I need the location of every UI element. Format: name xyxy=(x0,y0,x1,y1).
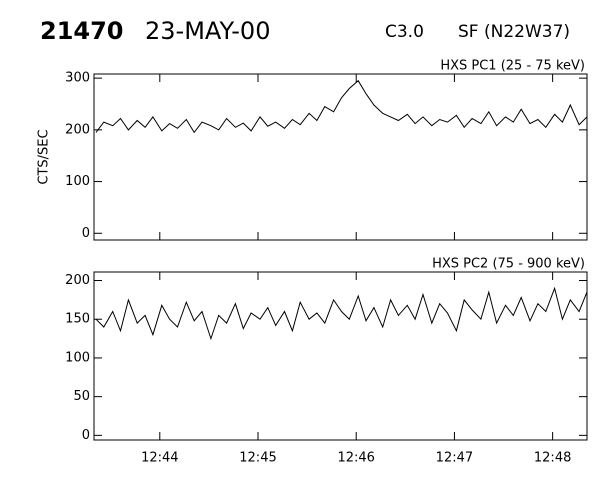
y-tick-label: 0 xyxy=(82,226,90,241)
y-tick-label: 0 xyxy=(82,428,90,443)
y-tick-label: 150 xyxy=(65,312,90,327)
panel-title: HXS PC1 (25 - 75 keV) xyxy=(440,59,585,74)
x-tick-label: 12:48 xyxy=(534,451,571,466)
data-line xyxy=(95,286,588,341)
data-line xyxy=(95,79,588,134)
event-id: 21470 xyxy=(40,17,124,45)
flare-location: SF (N22W37) xyxy=(458,22,570,42)
y-tick-label: 300 xyxy=(65,71,90,86)
event-date: 23-MAY-00 xyxy=(145,17,270,45)
panel-title: HXS PC2 (75 - 900 keV) xyxy=(432,257,585,272)
y-tick-label: 200 xyxy=(65,273,90,288)
flare-class: C3.0 xyxy=(385,22,424,42)
plot-frame xyxy=(93,73,588,241)
x-tick-label: 12:44 xyxy=(141,451,178,466)
y-tick-label: 100 xyxy=(65,174,90,189)
y-tick-label: 50 xyxy=(73,389,90,404)
x-tick-label: 12:47 xyxy=(436,451,473,466)
x-tick-label: 12:45 xyxy=(239,451,276,466)
plot-frame xyxy=(93,271,588,441)
y-tick-label: 100 xyxy=(65,350,90,365)
y-axis-label: CTS/SEC xyxy=(37,129,52,184)
x-tick-label: 12:46 xyxy=(337,451,374,466)
y-tick-label: 200 xyxy=(65,122,90,137)
